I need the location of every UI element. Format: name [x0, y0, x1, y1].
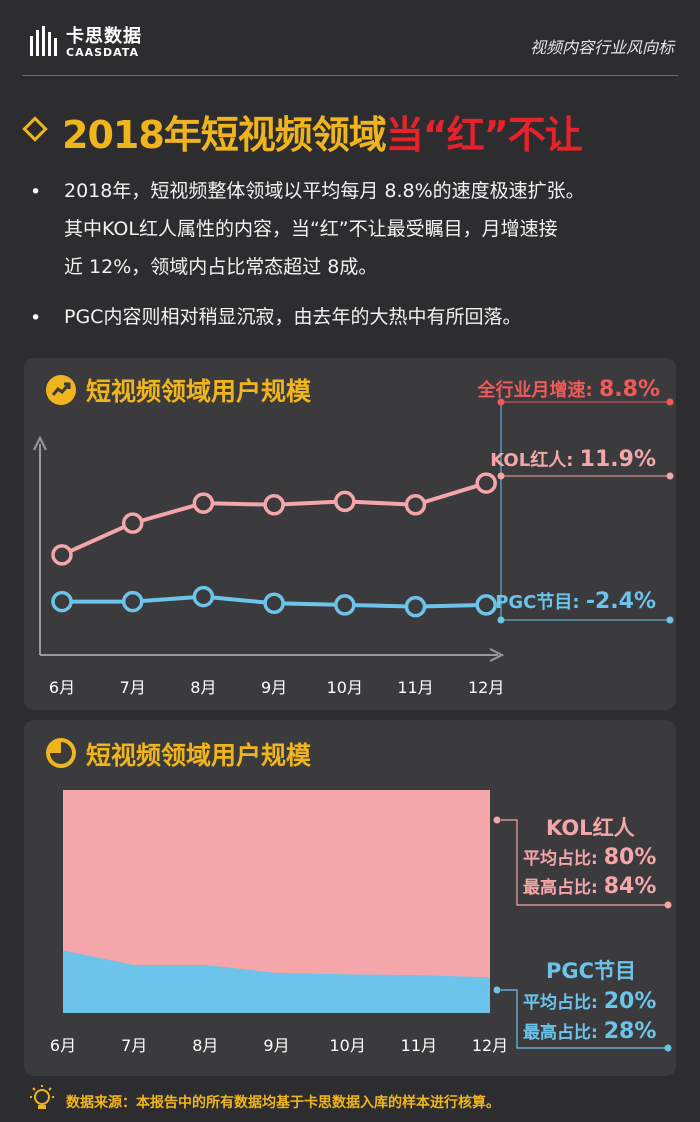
x-tick-label: 8月 — [190, 678, 216, 697]
industry-growth-label: 全行业月增速: — [477, 380, 599, 401]
data-source-note: 数据来源：本报告中的所有数据均基于卡思数据入库的样本进行核算。 — [66, 1095, 500, 1111]
industry-connector-dot — [497, 398, 505, 406]
x-tick-label: 12月 — [468, 678, 504, 697]
chart1-title: 短视频领域用户规模 — [86, 377, 312, 406]
pgc-share-dot — [493, 986, 501, 994]
pgc-share-avg-value: 20% — [603, 989, 657, 1014]
data-point — [404, 595, 427, 618]
x-tick-label: 9月 — [261, 678, 287, 697]
industry-growth-value: 8.8% — [598, 377, 660, 402]
kol-share-max: 最高占比: 84% — [523, 873, 656, 899]
page-title-part1: 2018年短视频领域 — [62, 113, 387, 157]
data-point — [334, 490, 356, 513]
x-axis-arrow — [489, 648, 505, 662]
page-title: 2018年短视频领域当“红”不让 — [62, 104, 583, 159]
pgc-share-max-value: 28% — [603, 1019, 657, 1044]
bullet-line: 2018年，短视频整体领域以平均每月 8.8%的速度极速扩张。 — [64, 180, 585, 202]
brand-name: 卡思数据 — [66, 26, 142, 47]
x-tick-label: 10月 — [327, 678, 363, 697]
kol-share-bracket — [501, 819, 668, 906]
kol-share-max-label: 最高占比: — [523, 878, 604, 898]
x-tick-label: 9月 — [263, 1036, 289, 1055]
kol-growth-label: KOL红人: — [490, 450, 580, 471]
pie-chart-icon — [46, 738, 76, 768]
kol-share-avg-label: 平均占比: — [523, 849, 604, 869]
bullet-line: 其中KOL红人属性的内容，当“红”不让最受瞩目，月增速接 — [64, 218, 558, 240]
pgc-share-avg: 平均占比: 20% — [523, 988, 656, 1014]
brand-bars-icon — [30, 26, 57, 56]
industry-connector-end — [666, 398, 674, 406]
brand-logo: 卡思数据 CAASDATA — [28, 22, 178, 66]
bullet-text: PGC内容则相对稍显沉寂，由去年的大热中有所回落。 — [64, 298, 684, 336]
line-chart-panel — [24, 358, 676, 710]
pgc-share-bracket — [501, 989, 668, 1049]
data-point — [475, 472, 497, 494]
kol-growth-annotation: KOL红人: 11.9% — [490, 446, 656, 472]
pgc-growth-annotation: PGC节目: -2.4% — [495, 588, 656, 614]
kol-share-avg: 平均占比: 80% — [523, 844, 656, 870]
x-tick-label: 7月 — [121, 1036, 147, 1055]
x-tick-label: 8月 — [192, 1036, 218, 1055]
data-point — [121, 512, 144, 534]
brand-tagline: 视频内容行业风向标 — [529, 38, 674, 57]
header-divider — [22, 75, 678, 76]
bullet-line: 近 12%，领域内占比常态超过 8成。 — [64, 256, 378, 278]
x-tick-label: 11月 — [401, 1036, 437, 1055]
pgc-connector-end — [666, 616, 674, 624]
data-point — [263, 494, 285, 516]
data-point — [192, 585, 215, 608]
data-point — [334, 594, 356, 616]
pgc-share-end — [664, 1044, 672, 1052]
x-tick-label: 7月 — [120, 678, 146, 697]
bullet-line: PGC内容则相对稍显沉寂，由去年的大热中有所回落。 — [64, 306, 522, 328]
trend-up-icon — [46, 375, 76, 405]
pgc-area — [63, 950, 490, 1013]
chart2-title: 短视频领域用户规模 — [86, 741, 312, 770]
x-tick-label: 6月 — [49, 678, 75, 697]
data-point — [263, 592, 285, 615]
kol-share-title: KOL红人 — [546, 816, 635, 840]
pgc-connector-dot — [497, 616, 505, 624]
x-tick-label: 10月 — [329, 1036, 365, 1055]
data-point — [121, 590, 144, 613]
pgc-growth-label: PGC节目: — [495, 592, 586, 613]
bullet-dot: • — [30, 307, 42, 329]
data-point — [404, 494, 427, 516]
pgc-share-max-label: 最高占比: — [523, 1023, 604, 1043]
kol-share-end — [664, 901, 672, 909]
x-tick-label: 12月 — [472, 1036, 508, 1055]
pgc-share-title: PGC节目 — [546, 959, 637, 983]
bullet-text: 2018年，短视频整体领域以平均每月 8.8%的速度极速扩张。 其中KOL红人属… — [64, 172, 684, 286]
data-point — [192, 492, 215, 514]
brand-name-en: CAASDATA — [66, 46, 139, 59]
industry-growth-annotation: 全行业月增速: 8.8% — [478, 376, 660, 402]
data-point — [51, 590, 73, 613]
kol-connector-dot — [497, 472, 505, 480]
kol-growth-value: 11.9% — [579, 447, 656, 472]
kol-connector-end — [666, 472, 674, 480]
kol-share-max-value: 84% — [603, 874, 657, 899]
page-title-part2: 当“红”不让 — [385, 113, 583, 157]
data-point — [51, 544, 73, 566]
y-axis-arrow — [33, 435, 47, 451]
pgc-share-max: 最高占比: 28% — [523, 1018, 656, 1044]
lightbulb-icon — [30, 1085, 54, 1109]
kol-share-avg-value: 80% — [603, 845, 657, 870]
x-tick-label: 6月 — [50, 1036, 76, 1055]
data-point — [475, 594, 497, 616]
x-tick-label: 11月 — [397, 678, 433, 697]
kol-share-dot — [493, 816, 501, 824]
pgc-share-avg-label: 平均占比: — [523, 993, 604, 1013]
bullet-dot: • — [30, 181, 42, 203]
pgc-growth-value: -2.4% — [585, 589, 656, 614]
